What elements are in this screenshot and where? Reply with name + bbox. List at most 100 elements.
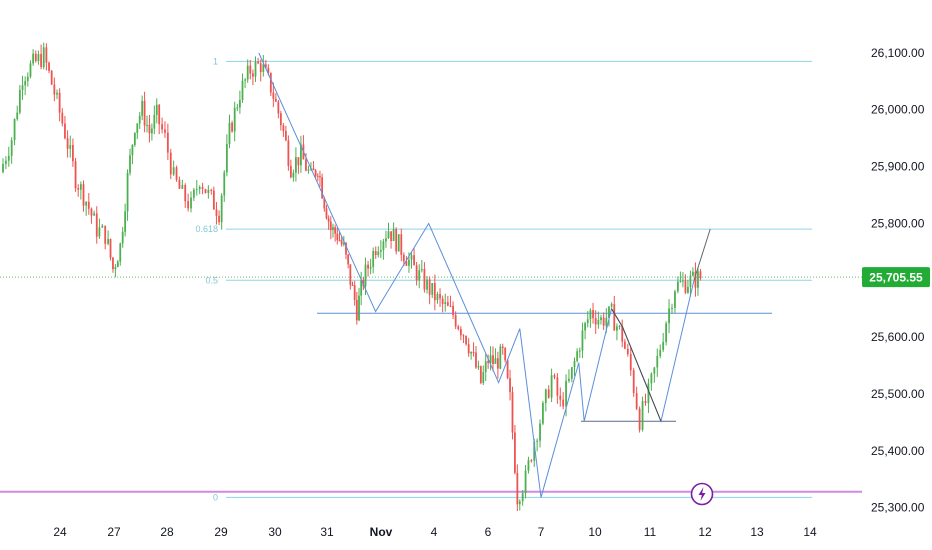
candle-body: [556, 377, 559, 396]
candle-body: [220, 195, 223, 223]
candle-body: [104, 225, 107, 244]
x-axis-tick-label: 10: [588, 525, 602, 539]
candle-body: [126, 172, 129, 212]
candle-body: [687, 286, 689, 293]
candle-body: [402, 254, 405, 262]
candle-body: [638, 408, 641, 430]
candle-body: [252, 73, 254, 77]
candle-body: [444, 302, 447, 304]
candle-body: [385, 238, 387, 242]
pattern-lines-layer: [317, 312, 772, 422]
candle-body: [150, 128, 153, 134]
candle-body: [689, 275, 692, 287]
candle-body: [69, 145, 72, 149]
candle-body: [610, 304, 613, 307]
candle-body: [694, 271, 697, 288]
candle-body: [289, 165, 292, 178]
candle-body: [85, 201, 88, 206]
candle-body: [74, 161, 77, 189]
candle-body: [623, 341, 626, 349]
candle-body: [521, 493, 524, 502]
candle-body: [594, 318, 597, 325]
candle-body: [362, 280, 365, 287]
candle-body: [462, 335, 465, 337]
candle-body: [542, 402, 544, 424]
candle-body: [195, 189, 198, 191]
candle-body: [61, 112, 64, 124]
candle-body: [187, 201, 190, 209]
candle-body: [314, 170, 317, 176]
candle-body: [295, 157, 297, 173]
candle-body: [662, 341, 665, 350]
candle-body: [24, 80, 27, 86]
candle-body: [101, 225, 104, 228]
candle-body: [454, 315, 457, 327]
candle-body: [467, 344, 470, 354]
candle-body: [592, 310, 594, 319]
candle-body: [589, 310, 592, 320]
candle-body: [184, 185, 187, 202]
candle-body: [32, 53, 35, 64]
candle-body: [131, 144, 134, 156]
candle-body: [287, 140, 290, 166]
candle-body: [492, 355, 494, 364]
double-bottom-line: [611, 308, 662, 422]
x-axis[interactable]: 24 27 28 29 30 31 Nov 4 6 7 10 11 12 13 14: [53, 525, 817, 539]
candle-body: [482, 372, 485, 383]
candle-body: [26, 76, 29, 81]
candle-body: [249, 65, 252, 74]
candle-body: [477, 366, 480, 368]
candle-body: [418, 270, 421, 281]
candle-body: [178, 179, 181, 189]
candle-body: [48, 62, 50, 71]
candle-body: [647, 383, 650, 404]
candle-body: [697, 271, 699, 288]
candle-body: [360, 280, 363, 296]
candle-body: [668, 308, 670, 324]
candle-body: [42, 47, 45, 67]
candle-body: [238, 100, 241, 108]
candle-body: [616, 326, 618, 331]
candle-body: [18, 89, 21, 113]
candle-body: [644, 401, 647, 404]
candle-body: [501, 346, 504, 349]
candle-body: [241, 80, 244, 101]
candle-body: [457, 326, 460, 330]
candle-body: [204, 189, 207, 193]
candle-body: [536, 440, 539, 442]
y-axis-tick-label: 25,300.00: [871, 501, 925, 515]
candle-body: [16, 112, 19, 120]
candle-body: [109, 239, 112, 258]
candle-body: [223, 172, 226, 196]
candle-body: [201, 186, 204, 190]
candle-body: [90, 208, 93, 216]
candle-body: [449, 305, 452, 307]
y-axis-tick-label: 26,100.00: [871, 46, 925, 60]
candle-body: [161, 124, 163, 130]
fib-level-label: 0.618: [195, 224, 218, 234]
candle-body: [347, 254, 350, 265]
candle-body: [602, 317, 605, 326]
candle-body: [533, 441, 536, 461]
candle-body: [487, 361, 490, 363]
candle-body: [146, 124, 148, 126]
candle-body: [530, 460, 533, 462]
candle-body: [392, 229, 395, 241]
candle-body: [499, 346, 502, 369]
candle-body: [325, 208, 328, 219]
candle-body: [692, 271, 694, 276]
candle-body: [7, 155, 10, 161]
candle-body: [332, 227, 334, 230]
candle-body: [321, 177, 324, 199]
candle-body: [233, 107, 236, 132]
candle-body: [626, 348, 629, 355]
candle-body: [124, 211, 127, 232]
candle-body: [13, 119, 16, 141]
lightning-bolt-icon[interactable]: [690, 482, 714, 506]
candle-body: [192, 189, 195, 198]
candle-body: [676, 281, 679, 292]
candle-body: [282, 125, 285, 131]
candle-body: [397, 234, 400, 252]
